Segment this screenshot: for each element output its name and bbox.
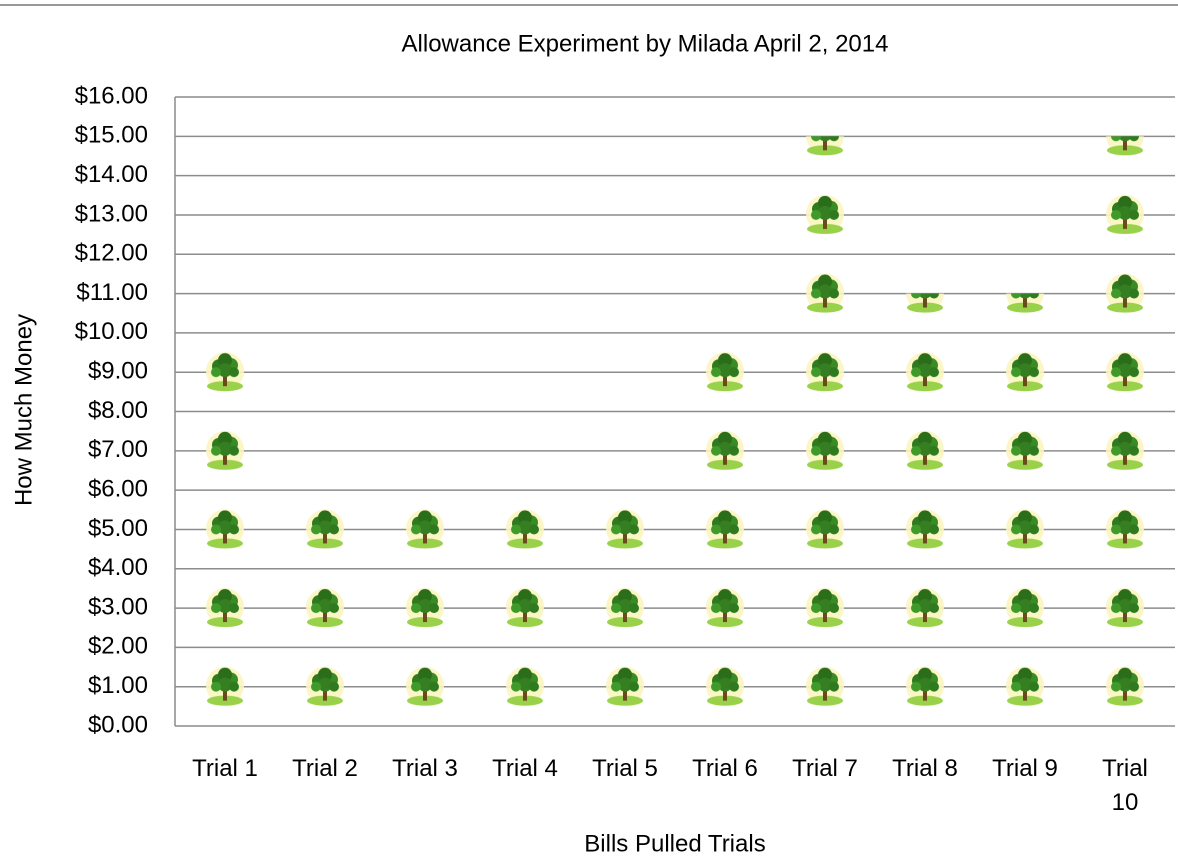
chart-container: Allowance Experiment by Milada April 2, … [0,0,1178,859]
bar [805,136,845,726]
bar [505,490,545,726]
bar [905,294,945,726]
chart-title: Allowance Experiment by Milada April 2, … [402,30,889,57]
y-tick-label: $12.00 [75,240,148,267]
bar [1105,136,1145,726]
y-tick-label: $8.00 [88,397,148,424]
x-tick-label: Trial 6 [687,752,763,786]
x-tick-label: Trial 4 [487,752,563,786]
y-tick-label: $11.00 [76,279,148,306]
y-tick-label: $9.00 [88,358,148,385]
y-tick-label: $15.00 [75,122,148,149]
y-tick-label: $10.00 [75,318,148,345]
bar [305,490,345,726]
x-tick-label: Trial 9 [987,752,1063,786]
chart: Allowance Experiment by Milada April 2, … [0,0,1178,859]
y-tick-label: $1.00 [88,672,148,699]
y-tick-label: $14.00 [75,161,148,188]
y-tick-label: $3.00 [88,593,148,620]
bar-group [805,136,845,726]
x-tick-label: Trial 1 [187,752,263,786]
bar-group [705,333,745,726]
x-tick-label: Trial 8 [887,752,963,786]
bar [405,490,445,726]
x-tick-label: Trial 10 [1087,752,1163,820]
bar-group [205,333,245,726]
y-axis-title: How Much Money [10,314,37,506]
y-tick-label: $4.00 [88,554,148,581]
bar [1005,294,1045,726]
bar-group [1005,294,1045,726]
x-axis-title: Bills Pulled Trials [584,830,765,857]
bar-group [405,490,445,726]
bar [205,333,245,726]
y-tick-label: $5.00 [88,515,148,542]
x-tick-label: Trial 5 [587,752,663,786]
y-tick-label: $0.00 [88,711,148,738]
bar-group [505,490,545,726]
y-tick-label: $13.00 [75,200,148,227]
bar [605,490,645,726]
bar-group [305,490,345,726]
x-tick-label: Trial 2 [287,752,363,786]
y-tick-label: $16.00 [75,82,148,109]
x-tick-label: Trial 7 [787,752,863,786]
x-tick-label: Trial 3 [387,752,463,786]
bar [705,333,745,726]
y-tick-label: $2.00 [88,633,148,660]
bar-group [905,294,945,726]
y-tick-label: $6.00 [88,475,148,502]
bar-group [1105,136,1145,726]
bar-group [605,490,645,726]
y-tick-label: $7.00 [88,436,148,463]
